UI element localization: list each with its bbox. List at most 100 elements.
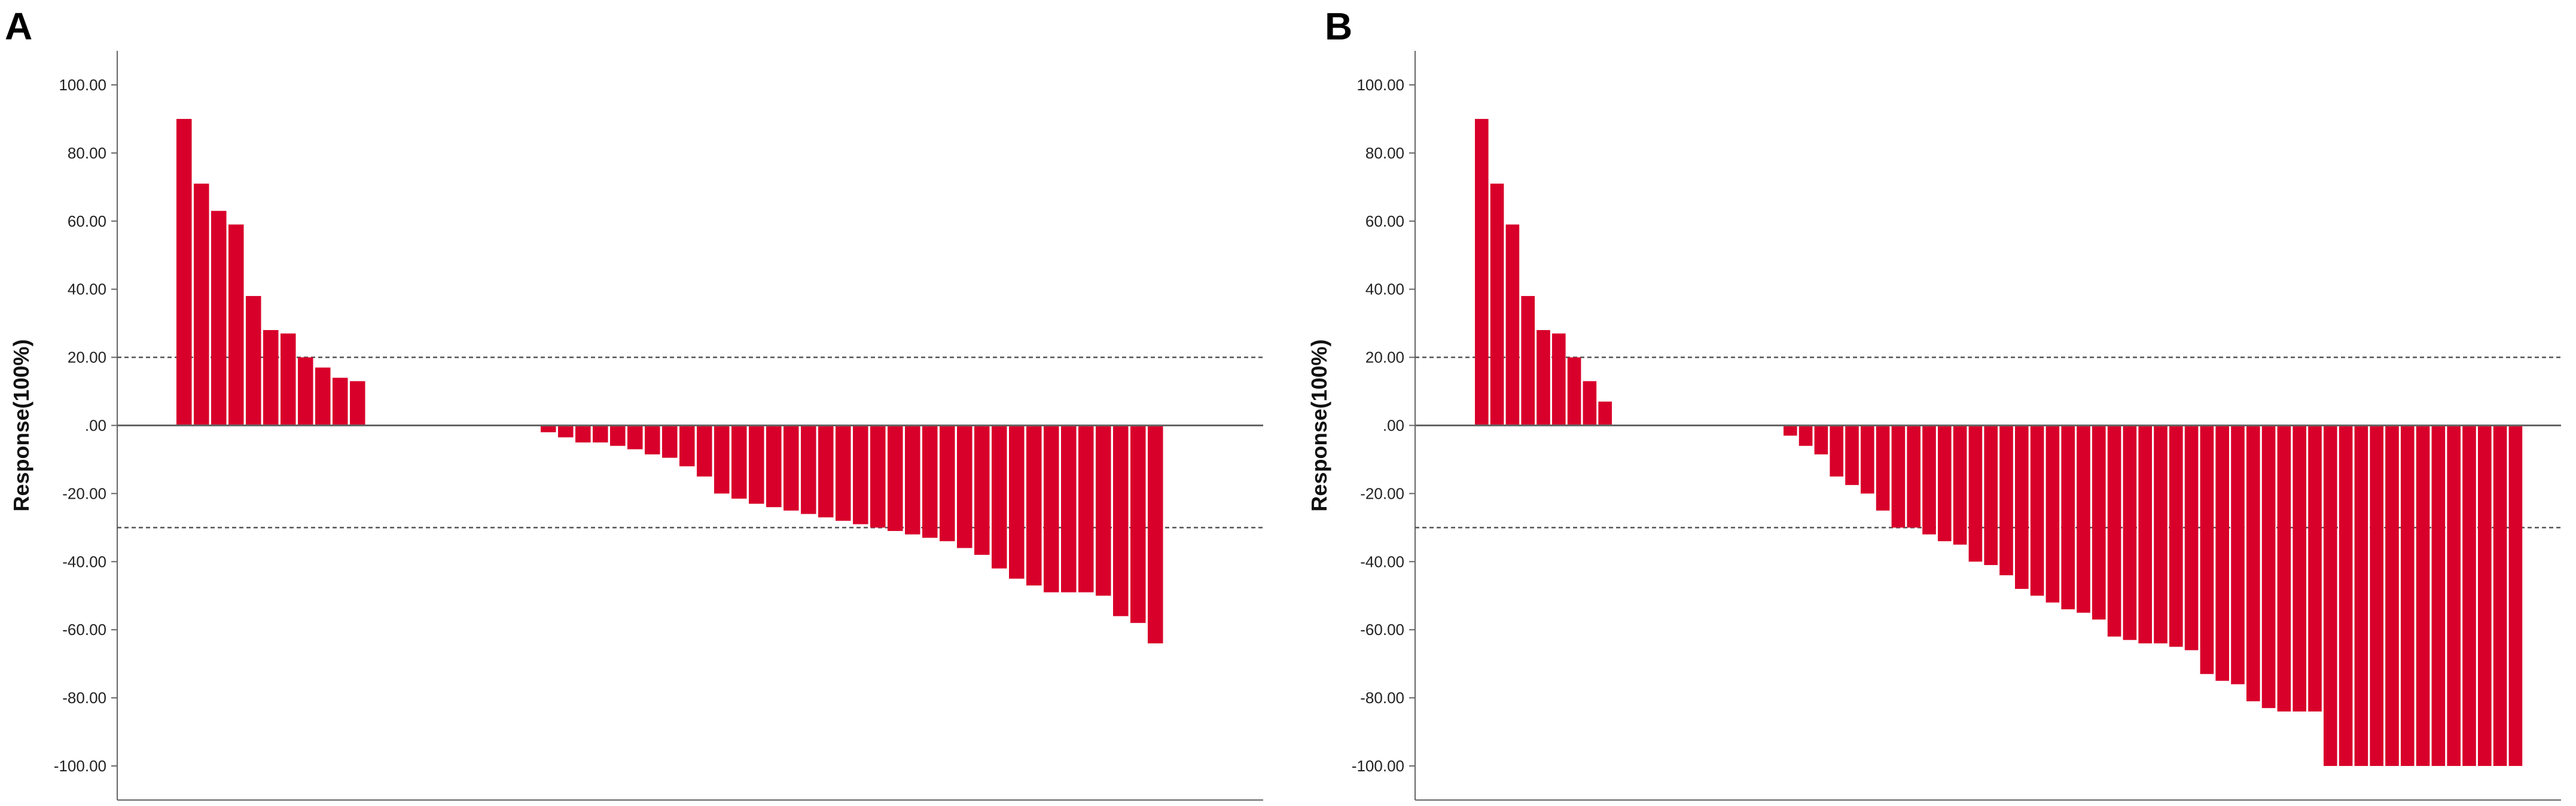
y-tick-label: 60.00 <box>1365 212 1404 230</box>
bar <box>957 425 973 548</box>
bar <box>1061 425 1077 593</box>
y-tick-label: 40.00 <box>1365 280 1404 298</box>
bar <box>662 425 678 458</box>
bar <box>575 425 591 442</box>
bar <box>2045 425 2060 603</box>
bar <box>940 425 955 542</box>
bar <box>2107 425 2121 637</box>
y-tick-label: 80.00 <box>1365 144 1404 162</box>
y-tick-label: 40.00 <box>68 280 106 298</box>
bar <box>1938 425 1952 542</box>
bar <box>2231 425 2245 685</box>
chart-panel-b: B 100.00 80.00 60.00 40.00 20.00 .00 -20.00 -40.… <box>1307 5 2561 801</box>
bar <box>2215 425 2229 681</box>
bar <box>246 296 261 426</box>
bar <box>298 357 313 426</box>
y-tick-label: 20.00 <box>68 349 106 367</box>
bar <box>2431 425 2446 767</box>
bar <box>870 425 886 528</box>
y-tick-label: -100.00 <box>1352 757 1404 775</box>
bar <box>1598 401 1612 426</box>
bar <box>2138 425 2152 644</box>
bar <box>749 425 764 504</box>
bar <box>714 425 730 494</box>
bar <box>627 425 643 450</box>
bar <box>1984 425 1998 566</box>
bar <box>1475 118 1489 426</box>
bar <box>211 210 227 426</box>
bar <box>2015 425 2029 589</box>
bar <box>1784 425 1797 436</box>
bar <box>281 333 296 426</box>
bar <box>731 425 747 499</box>
bar <box>2308 425 2322 712</box>
bar <box>593 425 608 442</box>
bar <box>1845 425 1859 486</box>
bar <box>228 224 244 426</box>
panel-label: A <box>5 5 32 48</box>
bar <box>922 425 938 538</box>
bar <box>2385 425 2399 767</box>
y-axis-title: Response(100%) <box>1307 339 1331 511</box>
bar <box>1130 425 1146 623</box>
bar <box>541 425 556 432</box>
bar <box>1798 425 1813 446</box>
bar <box>2508 425 2523 767</box>
bar <box>818 425 834 518</box>
y-tick-label: -60.00 <box>62 621 106 639</box>
bar <box>974 425 990 555</box>
bar <box>679 425 695 466</box>
bar <box>558 425 574 438</box>
bar <box>350 381 365 426</box>
y-tick-label: -100.00 <box>54 757 106 775</box>
bar <box>333 377 348 426</box>
bar <box>1148 425 1163 644</box>
bar <box>2462 425 2476 767</box>
bar <box>2092 425 2106 620</box>
bar <box>2123 425 2137 640</box>
y-tick-label: -60.00 <box>1360 621 1404 639</box>
bar <box>1907 425 1920 528</box>
y-tick-label: 100.00 <box>59 76 106 94</box>
bar <box>1891 425 1906 528</box>
bar <box>766 425 782 508</box>
y-tick-label: 80.00 <box>68 144 106 162</box>
bar <box>2077 425 2090 613</box>
bar <box>1861 425 1874 494</box>
bar <box>2401 425 2415 767</box>
bar <box>1953 425 1967 545</box>
bar <box>2370 425 2383 767</box>
bar <box>1567 357 1581 426</box>
bar <box>176 118 192 426</box>
bar <box>2416 425 2430 767</box>
bar <box>645 425 660 454</box>
bar <box>2030 425 2044 596</box>
bar <box>2261 425 2276 709</box>
bar <box>801 425 816 514</box>
bar <box>1583 381 1597 426</box>
bar <box>1026 425 1042 586</box>
bar <box>784 425 799 511</box>
bar <box>2200 425 2214 674</box>
bar <box>1999 425 2013 576</box>
bar <box>1521 296 1535 426</box>
bar <box>2478 425 2492 767</box>
bar <box>1537 330 1550 426</box>
bar <box>2184 425 2199 651</box>
bar <box>2493 425 2507 767</box>
y-tick-label: -80.00 <box>62 689 106 707</box>
panel-label: B <box>1325 5 1352 48</box>
bar <box>836 425 851 521</box>
bar <box>2447 425 2461 767</box>
y-tick-label: -40.00 <box>1360 552 1404 570</box>
bar <box>697 425 712 477</box>
y-tick-label: -40.00 <box>62 552 106 570</box>
bar <box>2169 425 2183 647</box>
y-tick-label: -20.00 <box>62 484 106 502</box>
y-tick-label: 60.00 <box>68 212 106 230</box>
y-axis-title: Response(100%) <box>9 339 33 511</box>
bar <box>2154 425 2168 644</box>
bar <box>2324 425 2337 767</box>
y-tick-label: 20.00 <box>1365 349 1404 367</box>
